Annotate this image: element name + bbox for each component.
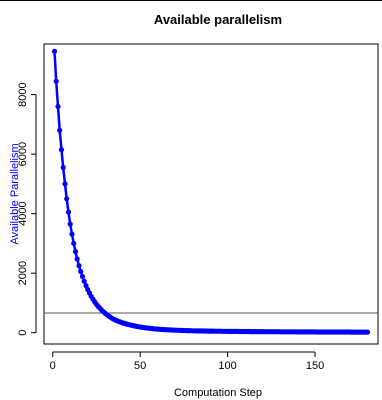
data-point xyxy=(51,48,58,55)
data-point xyxy=(81,278,87,284)
y-axis-label: Available Parallelism xyxy=(9,143,21,244)
series-line xyxy=(53,51,368,334)
data-point xyxy=(71,240,77,246)
y-tick-label: 2000 xyxy=(17,261,29,285)
data-point xyxy=(79,273,86,280)
y-tick-label: 0 xyxy=(17,330,29,336)
chart-title: Available parallelism xyxy=(154,12,282,27)
data-point xyxy=(53,78,59,84)
data-point xyxy=(65,209,72,215)
data-point xyxy=(62,181,68,187)
x-tick-label: 0 xyxy=(50,360,56,372)
x-tick-label: 100 xyxy=(218,360,236,372)
data-point xyxy=(83,283,89,289)
data-point xyxy=(76,263,82,269)
data-point xyxy=(67,221,73,227)
data-point xyxy=(74,256,80,262)
x-axis-label: Computation Step xyxy=(174,387,262,399)
y-tick-label: 8000 xyxy=(17,82,29,106)
data-point xyxy=(60,164,66,171)
data-point xyxy=(72,249,79,255)
y-axis: 0 2000 4000 6000 8000 xyxy=(17,82,37,336)
top-border xyxy=(0,0,382,1)
data-point xyxy=(64,196,70,202)
data-point xyxy=(78,268,84,274)
data-point xyxy=(69,231,75,237)
x-tick-label: 150 xyxy=(306,360,324,372)
x-tick-label: 50 xyxy=(134,360,146,372)
series-group xyxy=(51,48,371,335)
data-point xyxy=(57,127,63,133)
y-tick-label: 4000 xyxy=(17,201,29,225)
data-point xyxy=(58,147,65,153)
plot-frame xyxy=(43,43,379,345)
y-tick-label: 6000 xyxy=(17,142,29,166)
data-point xyxy=(55,103,61,110)
data-point xyxy=(364,329,371,335)
x-axis: 0 50 100 150 xyxy=(50,351,324,372)
